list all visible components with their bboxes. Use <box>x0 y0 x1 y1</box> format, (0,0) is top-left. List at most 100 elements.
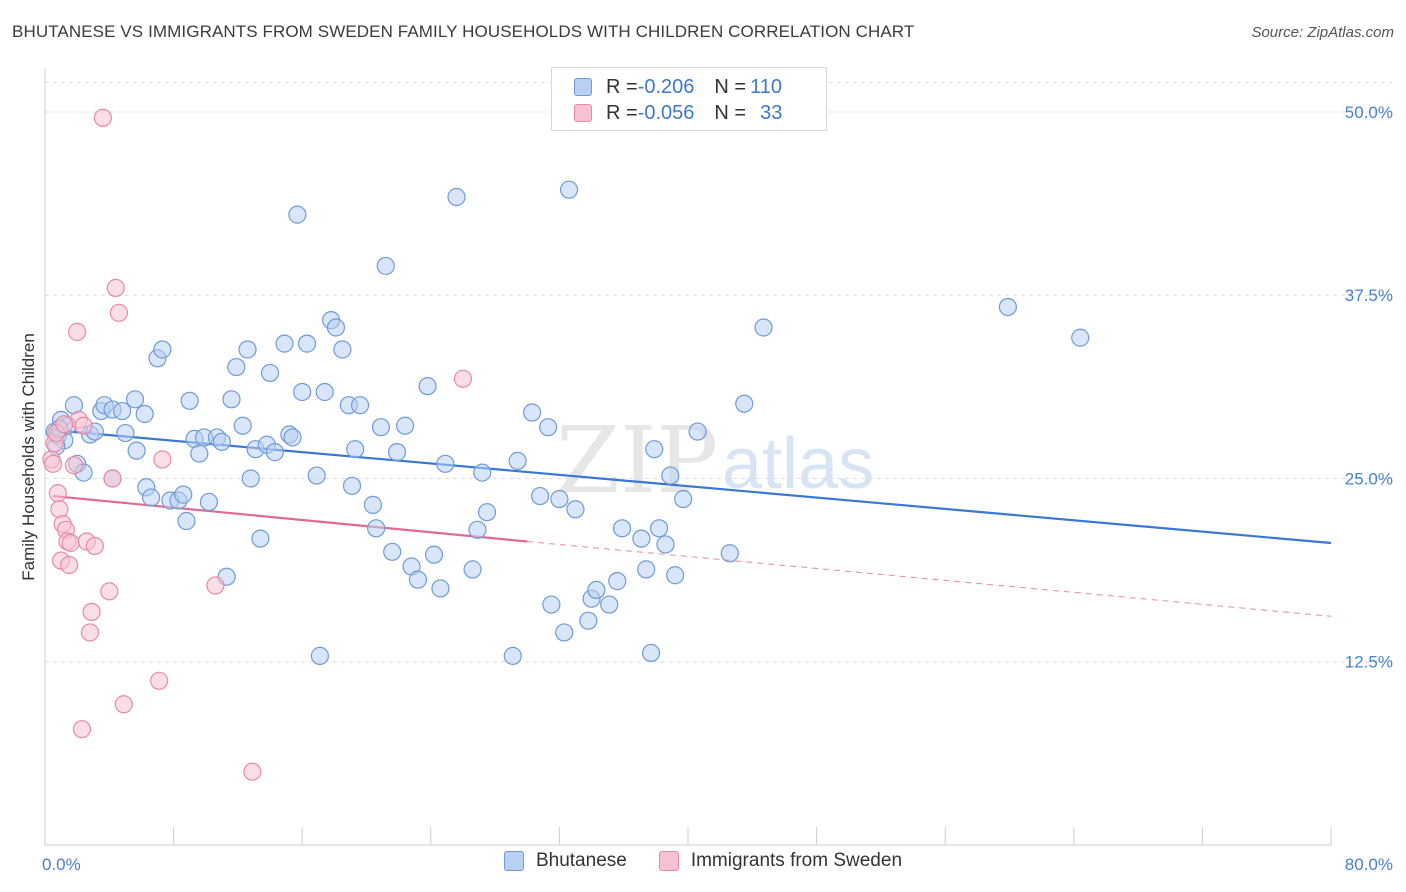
legend-r-label: R = <box>606 101 638 124</box>
legend-r-label: R = <box>606 75 638 98</box>
bhutanese-point <box>387 443 407 462</box>
legend-n-label: N = <box>714 101 747 124</box>
bhutanese-point <box>190 444 209 463</box>
bhutanese-point <box>383 542 402 561</box>
legend-item-sweden[interactable]: Immigrants from Sweden <box>658 850 903 872</box>
legend-swatch-sweden <box>574 104 592 122</box>
bhutanese-point <box>998 297 1017 317</box>
bhutanese-point <box>350 396 370 415</box>
legend-swatch-bhutanese <box>503 851 524 871</box>
bhutanese-point <box>436 454 455 473</box>
sweden-point <box>153 450 172 469</box>
bhutanese-point <box>113 401 132 421</box>
bhutanese-point <box>754 318 773 337</box>
y-tick-labels: 12.5% 25.0% 37.5% 50.0% <box>1345 103 1393 672</box>
bhutanese-point <box>326 318 346 337</box>
bhutanese-point <box>473 463 492 482</box>
grid-lines <box>45 82 1392 663</box>
bhutanese-point <box>503 646 522 665</box>
sweden-point <box>103 469 122 488</box>
bhutanese-point <box>579 611 598 630</box>
sweden-point <box>85 536 104 556</box>
y-tick-label: 12.5% <box>1345 653 1393 672</box>
bhutanese-point <box>666 566 685 585</box>
bhutanese-point <box>508 451 527 470</box>
bhutanese-point <box>135 404 154 424</box>
y-axis-label: Family Households with Children <box>19 333 38 581</box>
bhutanese-point <box>600 595 619 614</box>
sweden-point <box>114 695 133 714</box>
sweden-point <box>93 108 112 127</box>
bhutanese-point <box>1071 328 1090 347</box>
sweden-point <box>55 415 74 434</box>
bhutanese-point <box>367 519 386 538</box>
sweden-point <box>43 454 63 473</box>
sweden-point <box>106 278 125 298</box>
bhutanese-point <box>542 595 561 614</box>
bhutanese-point <box>233 416 252 435</box>
bhutanese-point <box>363 495 383 514</box>
bhutanese-point <box>283 428 302 447</box>
sweden-point <box>453 369 473 388</box>
bhutanese-point <box>174 485 193 504</box>
sweden-point <box>74 416 93 435</box>
sweden-point <box>150 671 169 690</box>
watermark-zip: ZIP <box>556 407 718 514</box>
bhutanese-point <box>238 340 257 359</box>
series-legend: Bhutanese Immigrants from Sweden <box>0 850 1406 872</box>
bhutanese-point <box>180 391 199 410</box>
y-tick-label: 25.0% <box>1345 469 1393 488</box>
bhutanese-point <box>641 643 661 663</box>
stats-legend: R = -0.206 N = 110 R = -0.056 N = 33 <box>551 67 827 131</box>
y-tick-label: 37.5% <box>1345 286 1393 305</box>
legend-item-bhutanese[interactable]: Bhutanese <box>503 850 627 872</box>
bhutanese-point <box>656 535 675 554</box>
bhutanese-point <box>463 560 482 579</box>
bhutanese-point <box>307 466 326 485</box>
bhutanese-point <box>424 545 444 564</box>
bhutanese-point <box>649 519 669 538</box>
chart-title: BHUTANESE VS IMMIGRANTS FROM SWEDEN FAMI… <box>12 22 915 41</box>
sweden-point <box>68 322 87 341</box>
bhutanese-point <box>293 382 312 402</box>
sweden-point <box>60 555 79 575</box>
bhutanese-point <box>468 520 487 539</box>
sweden-trend-line <box>52 494 528 543</box>
x-tick-label: 80.0% <box>1345 855 1393 874</box>
legend-n-label: N = <box>714 75 747 98</box>
bhutanese-point <box>735 394 754 413</box>
bhutanese-point <box>315 382 334 402</box>
bhutanese-point <box>587 580 606 600</box>
bhutanese-point <box>632 529 651 548</box>
bhutanese-point <box>333 340 352 359</box>
legend-r-value: -0.056 <box>637 101 695 124</box>
sweden-point <box>80 623 100 642</box>
legend-row-bhutanese: R = -0.206 N = 110 <box>574 74 782 100</box>
legend-label-sweden: Immigrants from Sweden <box>690 850 903 871</box>
legend-n-value: 33 <box>760 101 783 124</box>
bhutanese-point <box>550 489 569 509</box>
sweden-point <box>48 484 67 503</box>
bhutanese-point <box>539 418 558 437</box>
legend-swatch-bhutanese <box>574 78 592 96</box>
bhutanese-point <box>645 440 664 459</box>
bhutanese-point <box>141 488 161 507</box>
chart-source: Source: ZipAtlas.com <box>1251 24 1394 41</box>
bhutanese-point <box>260 363 280 383</box>
bhutanese-point <box>251 529 270 548</box>
bhutanese-point <box>153 340 172 359</box>
bhutanese-point <box>376 256 395 276</box>
sweden-point <box>243 762 262 781</box>
bhutanese-point <box>342 476 362 495</box>
bhutanese-point <box>418 377 437 396</box>
sweden-point <box>82 602 101 622</box>
bhutanese-point <box>222 390 241 409</box>
data-points <box>42 108 1090 781</box>
bhutanese-point <box>688 422 707 441</box>
legend-r-value: -0.206 <box>637 75 695 98</box>
bhutanese-point <box>199 492 219 512</box>
bhutanese-point <box>447 187 466 207</box>
sweden-point <box>72 720 92 739</box>
bhutanese-point <box>371 418 391 437</box>
bhutanese-point <box>612 519 632 538</box>
